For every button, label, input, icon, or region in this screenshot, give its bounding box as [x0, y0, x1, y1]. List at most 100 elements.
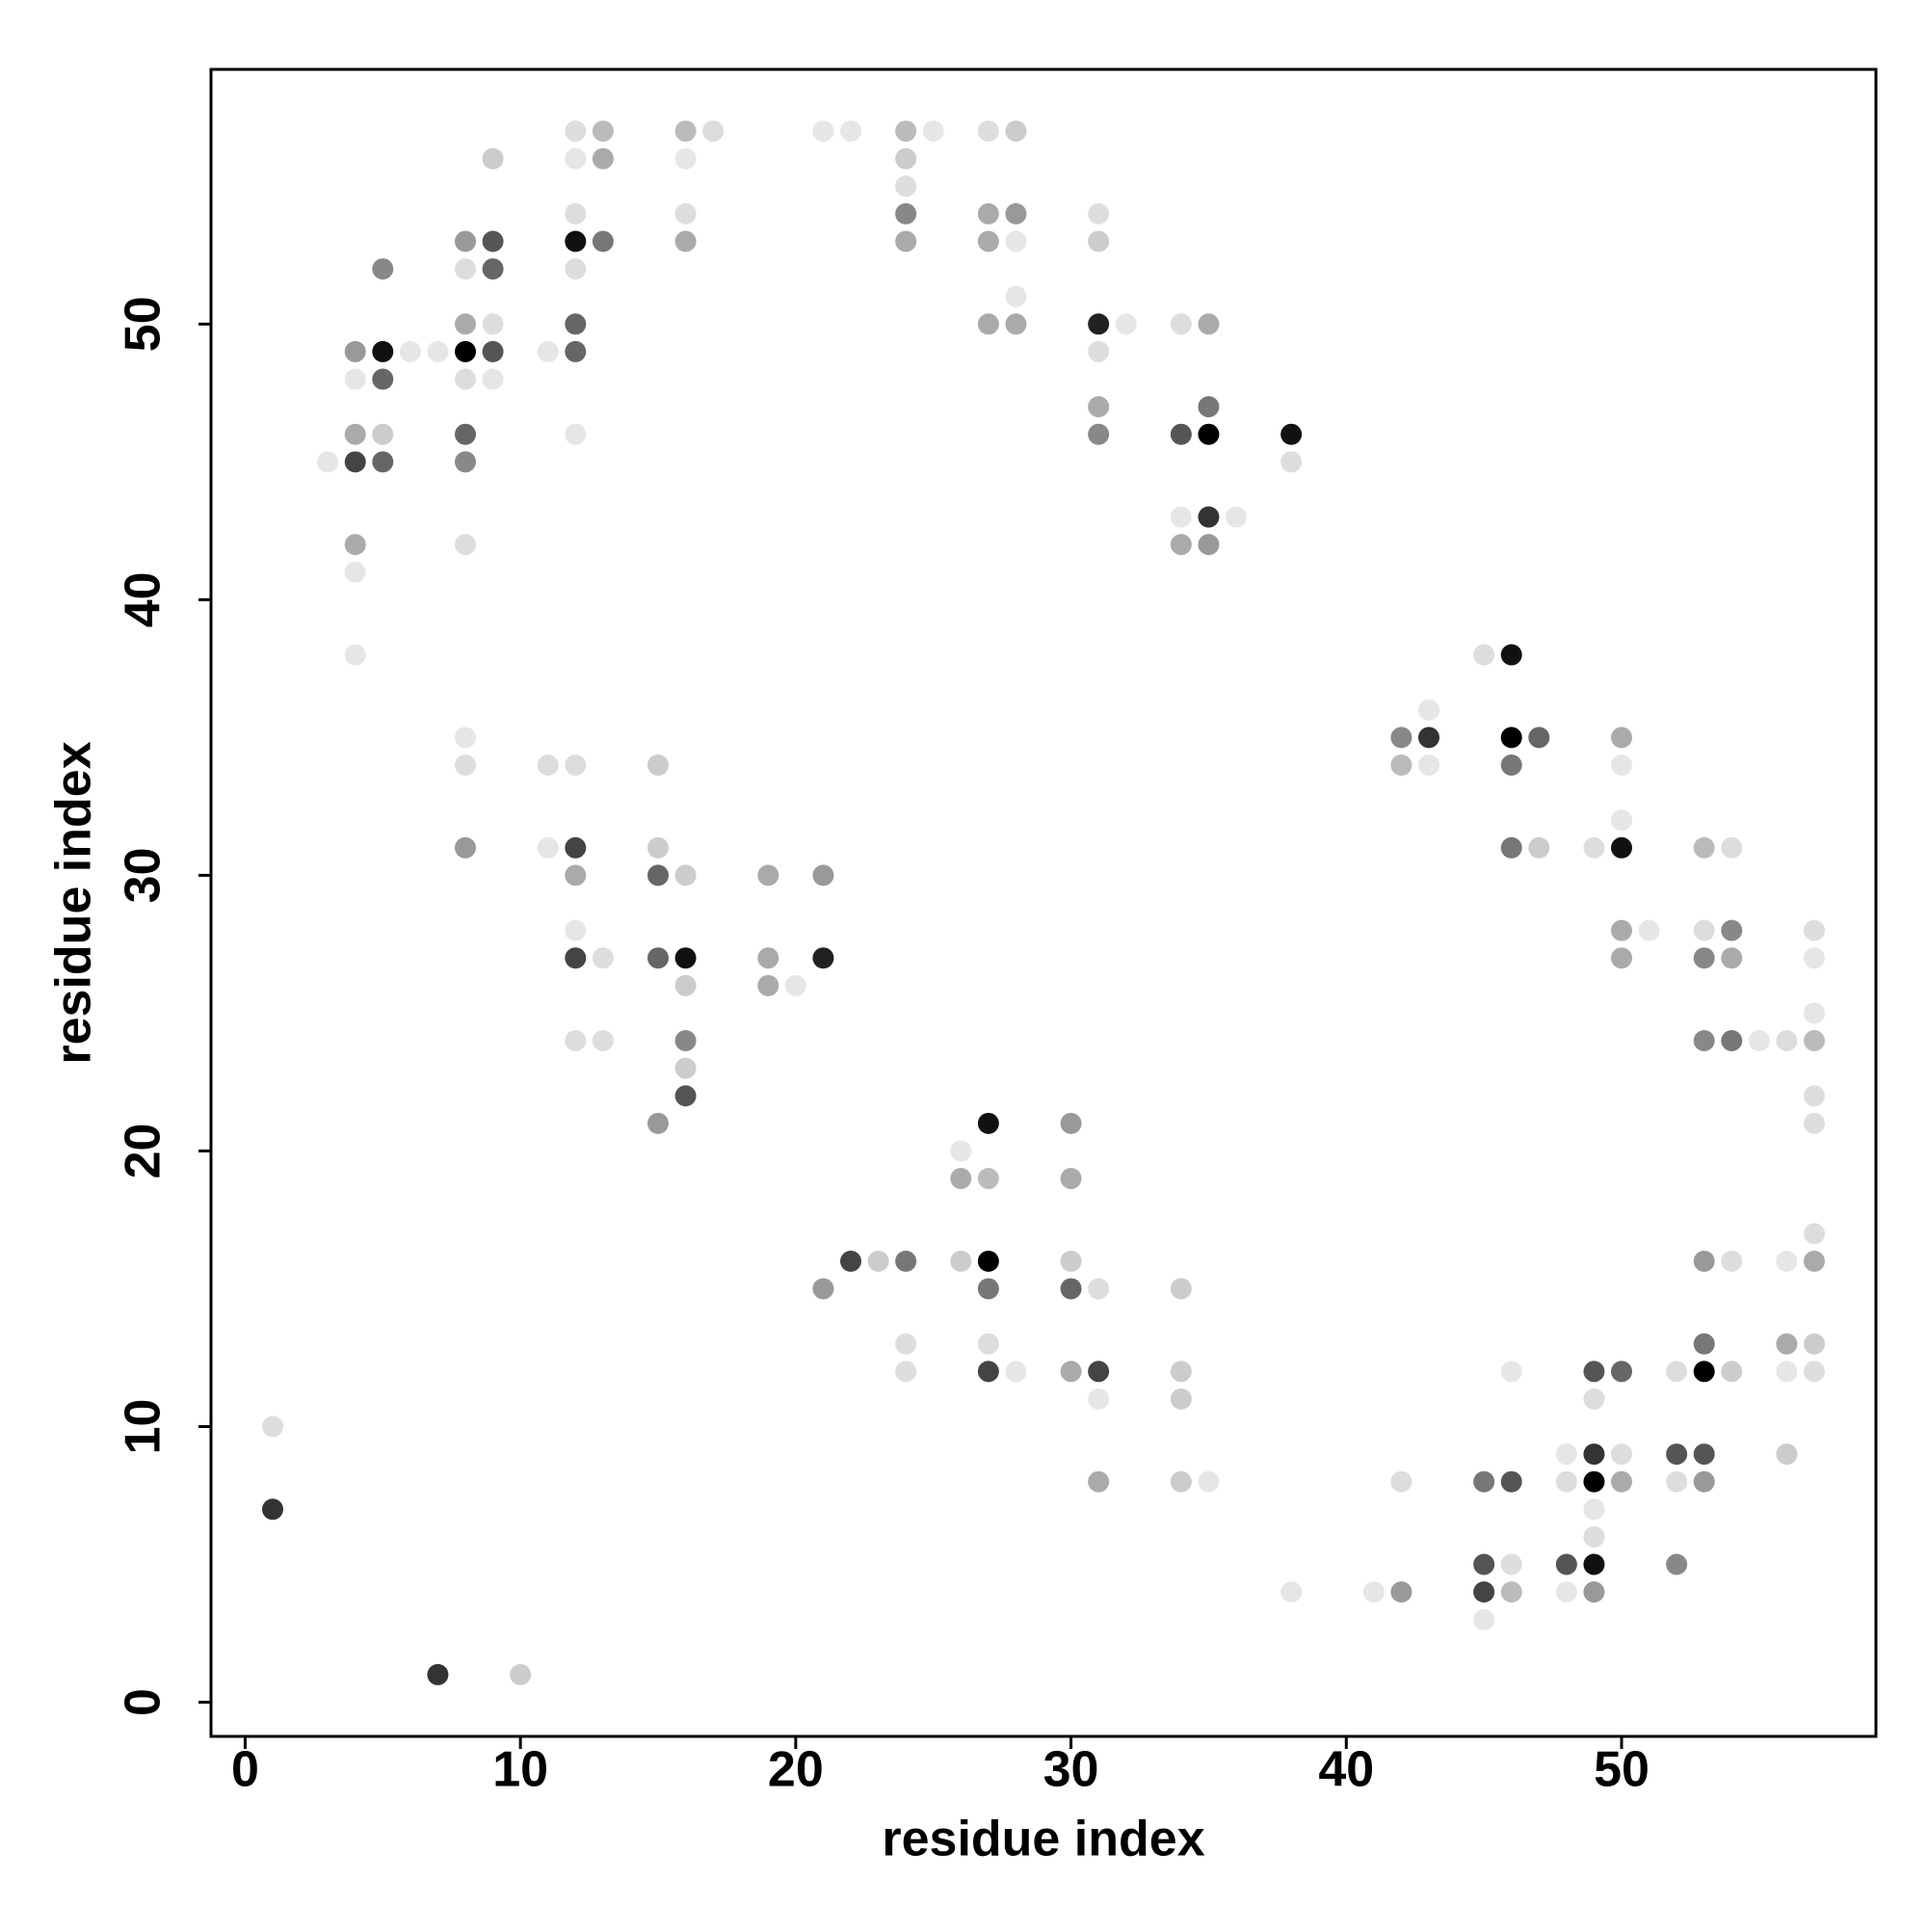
point [537, 836, 559, 859]
point [372, 340, 394, 362]
point [1473, 644, 1495, 666]
point [895, 230, 917, 252]
point [1583, 1361, 1605, 1383]
point [455, 230, 476, 252]
point [1280, 451, 1303, 473]
point [1390, 727, 1412, 749]
point [1418, 754, 1439, 776]
point [1693, 1250, 1715, 1272]
point [757, 864, 779, 887]
point [1088, 340, 1110, 362]
point [482, 313, 504, 335]
point [344, 561, 366, 583]
point [1500, 1581, 1522, 1603]
point [1693, 947, 1715, 969]
point [565, 230, 587, 252]
point [537, 754, 559, 776]
point [1693, 1361, 1715, 1383]
point [1611, 727, 1632, 749]
point [1418, 727, 1439, 749]
point [895, 1361, 917, 1383]
point [1500, 644, 1522, 666]
point [895, 202, 917, 225]
point [482, 340, 504, 362]
point [977, 230, 999, 252]
point [922, 120, 944, 143]
y-tick-label: 30 [116, 847, 172, 903]
point [482, 230, 504, 252]
point [455, 836, 476, 859]
point [1198, 313, 1220, 335]
y-tick-label: 0 [116, 1688, 172, 1716]
point [1804, 1361, 1825, 1383]
point [1804, 1030, 1825, 1052]
point [262, 1498, 283, 1521]
point [1088, 313, 1110, 335]
point [674, 947, 697, 969]
point [1170, 1470, 1192, 1493]
point [1583, 1498, 1605, 1521]
point [427, 340, 449, 362]
point [1611, 1470, 1632, 1493]
point [784, 974, 806, 996]
point [1804, 947, 1825, 969]
point [674, 1030, 697, 1052]
point [647, 864, 669, 887]
point [482, 258, 504, 280]
point [592, 230, 614, 252]
point [1280, 423, 1303, 445]
point [647, 836, 669, 859]
point [1611, 1361, 1632, 1383]
point [1500, 836, 1522, 859]
point [647, 754, 669, 776]
point [1804, 1223, 1825, 1245]
point [427, 1663, 449, 1685]
point [565, 836, 587, 859]
point [840, 120, 861, 143]
point [1804, 1250, 1825, 1272]
point [1390, 1470, 1412, 1493]
point [482, 368, 504, 390]
x-tick-label: 20 [768, 1742, 824, 1798]
point [455, 754, 476, 776]
point [455, 727, 476, 749]
point [977, 1278, 999, 1300]
point [977, 1168, 999, 1190]
point [977, 202, 999, 225]
point [1060, 1278, 1082, 1300]
point [1666, 1443, 1688, 1466]
x-tick-label: 50 [1594, 1742, 1650, 1798]
point [565, 919, 587, 941]
point [1005, 313, 1027, 335]
point [1088, 1278, 1110, 1300]
point [867, 1250, 889, 1272]
point [1500, 727, 1522, 749]
point [1611, 836, 1632, 859]
plot-frame [209, 67, 1878, 1738]
point [1666, 1361, 1688, 1383]
point [1170, 423, 1192, 445]
point [950, 1140, 972, 1162]
point [565, 864, 587, 887]
point [1473, 1553, 1495, 1575]
point [1088, 230, 1110, 252]
point [455, 340, 476, 362]
point [674, 1085, 697, 1107]
point [1226, 506, 1247, 528]
point [674, 864, 697, 887]
point [1060, 1250, 1082, 1272]
point [1638, 919, 1660, 941]
point [1721, 919, 1743, 941]
point [1005, 1361, 1027, 1383]
point [1776, 1030, 1798, 1052]
point [1583, 1553, 1605, 1575]
point [977, 1333, 999, 1355]
point [812, 1278, 834, 1300]
point [1473, 1470, 1495, 1493]
point [1170, 534, 1192, 556]
point [344, 451, 366, 473]
point [1583, 1470, 1605, 1493]
y-tick-label: 50 [116, 296, 172, 352]
point [1088, 396, 1110, 418]
point [1088, 202, 1110, 225]
